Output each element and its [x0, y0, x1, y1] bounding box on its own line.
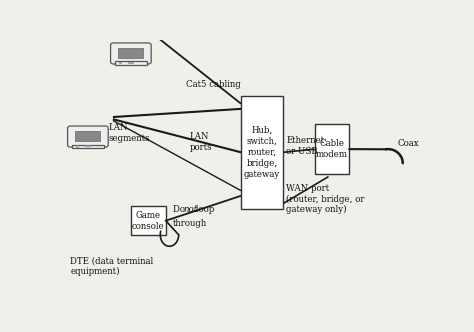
Text: Hub,
switch,
router,
bridge,
gateway: Hub, switch, router, bridge, gateway — [244, 125, 280, 179]
Text: Do: Do — [173, 205, 188, 214]
Bar — [119, 62, 121, 63]
Text: LAN
segments: LAN segments — [109, 124, 150, 143]
Text: not: not — [183, 205, 198, 214]
Bar — [75, 131, 100, 141]
Text: DTE (data terminal
equipment): DTE (data terminal equipment) — [70, 256, 154, 276]
Bar — [76, 145, 78, 146]
FancyBboxPatch shape — [110, 43, 151, 64]
Bar — [241, 96, 283, 208]
Text: Game
console: Game console — [132, 211, 164, 231]
Text: loop: loop — [193, 205, 215, 214]
Bar — [128, 62, 133, 63]
FancyBboxPatch shape — [72, 144, 104, 148]
Bar — [118, 48, 143, 58]
Text: through: through — [173, 219, 208, 228]
Text: Ethernet
or USB: Ethernet or USB — [286, 136, 324, 156]
Bar — [131, 206, 166, 235]
Text: Cable
modem: Cable modem — [316, 139, 348, 159]
FancyBboxPatch shape — [115, 61, 147, 65]
Text: WAN port
(router, bridge, or
gateway only): WAN port (router, bridge, or gateway onl… — [286, 184, 365, 214]
FancyBboxPatch shape — [68, 126, 108, 147]
Text: Coax: Coax — [397, 139, 419, 148]
Text: Cat5 cabling: Cat5 cabling — [186, 80, 241, 89]
Text: LAN
ports: LAN ports — [190, 132, 212, 152]
Bar — [315, 124, 349, 174]
Bar — [85, 145, 91, 146]
